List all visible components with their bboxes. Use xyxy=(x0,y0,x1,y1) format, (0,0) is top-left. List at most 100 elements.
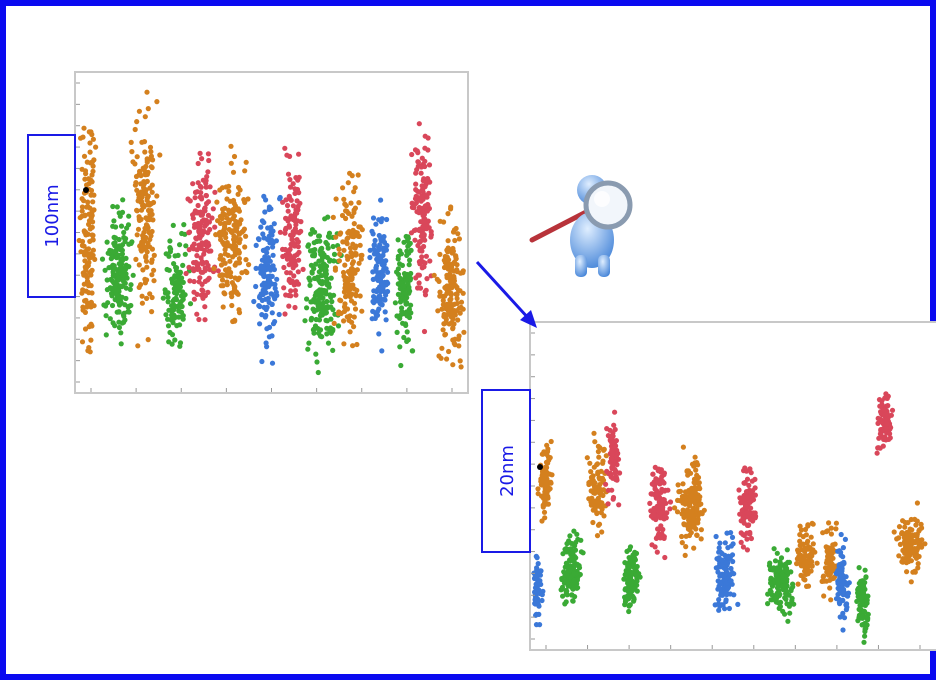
dot xyxy=(540,452,545,457)
dot xyxy=(417,190,422,195)
dot xyxy=(404,278,409,283)
dot xyxy=(592,439,597,444)
dot xyxy=(859,616,864,621)
dot xyxy=(398,363,403,368)
dot xyxy=(373,222,378,227)
dot xyxy=(539,598,544,603)
dot xyxy=(199,255,204,260)
dot xyxy=(896,553,901,558)
dot xyxy=(177,242,182,247)
dot xyxy=(423,292,428,297)
dot xyxy=(384,217,389,222)
dot xyxy=(729,578,734,583)
dot xyxy=(229,291,234,296)
dot xyxy=(163,291,168,296)
dot xyxy=(407,258,412,263)
dot xyxy=(416,160,421,165)
dot xyxy=(120,210,125,215)
dot xyxy=(370,299,375,304)
dot xyxy=(87,129,92,134)
dot xyxy=(141,204,146,209)
dot xyxy=(916,561,921,566)
dot xyxy=(350,234,355,239)
dot xyxy=(116,320,121,325)
dot xyxy=(373,265,378,270)
dot xyxy=(93,145,98,150)
dot xyxy=(278,230,283,235)
dot xyxy=(662,555,667,560)
dot xyxy=(450,326,455,331)
dot xyxy=(860,622,865,627)
dot xyxy=(423,134,428,139)
dot xyxy=(100,257,105,262)
dot xyxy=(779,555,784,560)
dot xyxy=(437,252,442,257)
dot xyxy=(596,455,601,460)
dot xyxy=(315,275,320,280)
dot xyxy=(304,296,309,301)
dot xyxy=(622,560,627,565)
dot xyxy=(649,492,654,497)
dot xyxy=(264,326,269,331)
dot xyxy=(242,168,247,173)
dot xyxy=(442,294,447,299)
dot xyxy=(212,225,217,230)
dot xyxy=(422,329,427,334)
dot xyxy=(208,248,213,253)
dot xyxy=(679,534,684,539)
dot xyxy=(237,260,242,265)
dot xyxy=(806,584,811,589)
dot xyxy=(177,322,182,327)
dot xyxy=(569,556,574,561)
dot xyxy=(265,258,270,263)
dot xyxy=(129,140,134,145)
dot xyxy=(204,193,209,198)
dot xyxy=(306,276,311,281)
dot xyxy=(222,291,227,296)
dot xyxy=(147,237,152,242)
dot xyxy=(683,553,688,558)
dot xyxy=(284,153,289,158)
dot xyxy=(876,436,881,441)
dot xyxy=(301,267,306,272)
dot xyxy=(804,546,809,551)
dot xyxy=(840,579,845,584)
dot xyxy=(192,297,197,302)
dot xyxy=(352,221,357,226)
dot xyxy=(827,585,832,590)
dot xyxy=(808,552,813,557)
dot xyxy=(658,523,663,528)
dot xyxy=(197,235,202,240)
dot xyxy=(308,248,313,253)
dot xyxy=(735,602,740,607)
dot xyxy=(718,593,723,598)
dot xyxy=(306,341,311,346)
dot xyxy=(233,252,238,257)
dot xyxy=(232,246,237,251)
dot xyxy=(826,520,831,525)
dot xyxy=(140,294,145,299)
dot xyxy=(151,278,156,283)
dot xyxy=(78,136,83,141)
dot xyxy=(110,265,115,270)
dot xyxy=(367,255,372,260)
dot xyxy=(753,485,758,490)
dot xyxy=(260,218,265,223)
dot xyxy=(739,540,744,545)
dot xyxy=(205,169,210,174)
dot xyxy=(787,611,792,616)
dot xyxy=(840,574,845,579)
dot xyxy=(230,319,235,324)
dot xyxy=(173,253,178,258)
dot xyxy=(149,201,154,206)
dot xyxy=(875,451,880,456)
dot xyxy=(261,267,266,272)
dot xyxy=(359,309,364,314)
dot xyxy=(784,589,789,594)
dot xyxy=(268,239,273,244)
dot xyxy=(316,233,321,238)
dot xyxy=(314,307,319,312)
dot xyxy=(329,299,334,304)
dot xyxy=(196,246,201,251)
dot xyxy=(385,281,390,286)
